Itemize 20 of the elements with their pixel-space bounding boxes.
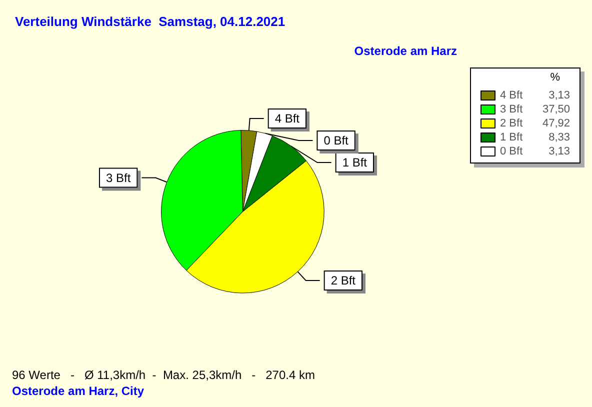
- chart-title: Verteilung Windstärke Samstag, 04.12.2021: [15, 14, 286, 29]
- slice-label: 1 Bft: [342, 156, 368, 170]
- data-label: 8,33: [548, 132, 570, 144]
- legend-label: 3 Bft: [500, 104, 523, 116]
- chart-subtitle: Osterode am Harz: [354, 44, 457, 58]
- data-label: 3,13: [548, 146, 570, 158]
- legend-label: 4 Bft: [500, 90, 523, 102]
- data-label: 37,50: [542, 104, 570, 116]
- data-label: 47,92: [542, 118, 570, 130]
- slice-label: 2 Bft: [330, 274, 356, 288]
- text: 96 Werte - Ø 11,3km/h - Max. 25,3km/h - 270.4 km: [12, 368, 315, 382]
- legend-label: 2 Bft: [500, 118, 523, 130]
- legend-label: 1 Bft: [500, 132, 523, 144]
- legend-label: 0 Bft: [500, 146, 523, 158]
- legend-title: %: [550, 72, 560, 84]
- slice-label: 0 Bft: [324, 134, 350, 148]
- text: Osterode am Harz, City: [12, 384, 144, 398]
- slice-label: 3 Bft: [106, 170, 132, 185]
- data-label: 3,13: [548, 90, 570, 102]
- slice-label: 4 Bft: [274, 112, 300, 126]
